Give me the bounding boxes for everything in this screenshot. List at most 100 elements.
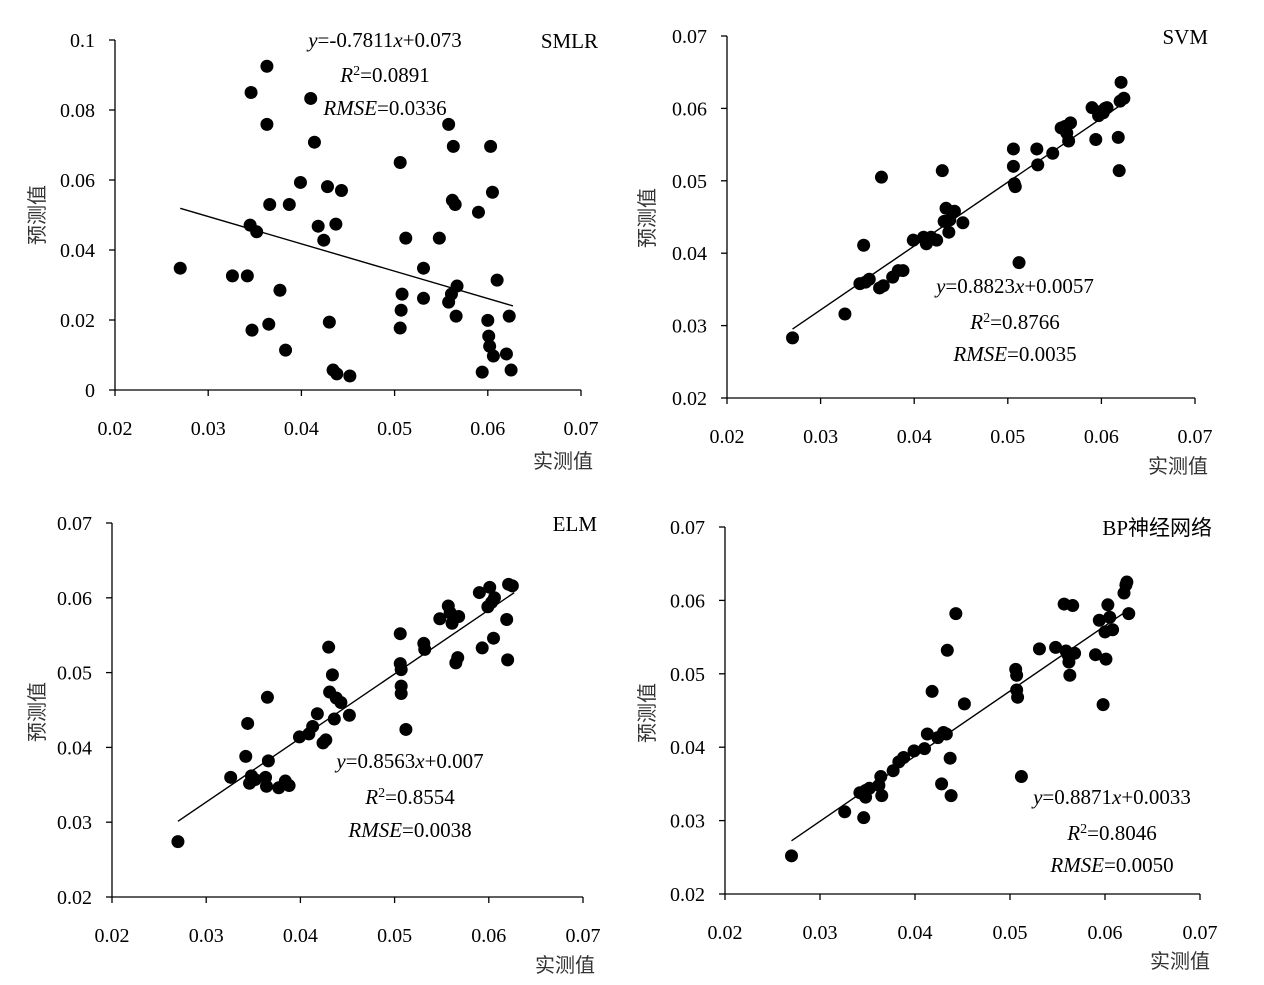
- data-point: [499, 347, 513, 361]
- data-point: [334, 184, 348, 197]
- data-point: [1092, 613, 1106, 627]
- data-point: [857, 238, 871, 252]
- data-point: [342, 708, 356, 722]
- data-point: [920, 727, 934, 741]
- y-tick-label: 0.07: [672, 26, 707, 48]
- data-point: [395, 287, 409, 301]
- x-tick-label: 0.02: [95, 925, 130, 947]
- data-point: [1012, 256, 1026, 270]
- y-tick-label: 0: [85, 380, 95, 402]
- data-point: [448, 198, 462, 211]
- y-tick-label: 0.04: [670, 737, 705, 759]
- data-point: [1030, 142, 1044, 156]
- data-point: [485, 185, 499, 199]
- x-tick-label: 0.02: [98, 418, 133, 440]
- data-point: [260, 117, 274, 131]
- x-tick-label: 0.06: [1088, 922, 1123, 944]
- trend-line: [177, 592, 515, 822]
- data-point: [1064, 116, 1078, 130]
- data-point: [241, 716, 255, 730]
- data-point: [935, 777, 949, 791]
- data-point: [1066, 599, 1080, 613]
- data-point: [907, 744, 921, 758]
- data-point: [261, 754, 275, 768]
- y-tick-label: 0.04: [57, 737, 92, 759]
- data-point: [484, 139, 498, 153]
- data-point: [471, 205, 485, 219]
- data-point: [1062, 134, 1076, 148]
- data-point: [939, 727, 953, 741]
- data-point: [876, 279, 890, 293]
- data-point: [1099, 652, 1113, 666]
- data-point: [475, 365, 489, 379]
- data-point: [940, 643, 954, 657]
- data-point: [918, 742, 931, 756]
- data-point: [1014, 770, 1028, 784]
- y-axis-label: 预测值: [25, 185, 49, 245]
- x-tick-label: 0.06: [1084, 426, 1119, 448]
- data-point: [260, 690, 274, 704]
- y-tick-label: 0.06: [670, 590, 705, 612]
- x-tick-label: 0.03: [803, 922, 838, 944]
- data-point: [416, 291, 430, 305]
- data-point: [304, 91, 318, 105]
- data-point: [1112, 164, 1126, 178]
- data-point: [896, 264, 910, 278]
- data-point: [482, 329, 496, 343]
- x-tick-label: 0.03: [803, 426, 838, 448]
- data-point: [897, 750, 911, 764]
- data-point: [1063, 668, 1077, 682]
- data-point: [416, 261, 430, 275]
- data-point: [490, 273, 504, 287]
- data-point: [1089, 133, 1103, 147]
- data-point: [293, 175, 307, 189]
- y-tick-label: 0.05: [672, 171, 707, 193]
- x-tick-label: 0.04: [283, 925, 318, 947]
- chart-panel-ELM: 0.02 0.03 0.04 0.05 0.06 0.07 0.02 0.03 0.04 0.05…: [25, 512, 601, 977]
- x-tick-label: 0.06: [470, 418, 505, 440]
- data-point: [311, 219, 325, 233]
- data-point: [262, 317, 276, 331]
- data-point: [319, 733, 333, 747]
- data-point: [504, 363, 518, 377]
- x-tick-label: 0.03: [191, 418, 226, 440]
- data-point: [1114, 75, 1128, 89]
- data-point: [487, 631, 501, 645]
- data-point: [838, 805, 852, 819]
- data-point: [263, 198, 277, 211]
- chart-title: SMLR: [541, 29, 598, 53]
- y-tick-label: 0.08: [60, 100, 95, 122]
- data-point: [418, 642, 432, 656]
- regression-equation: y=0.8563x+0.007: [334, 749, 483, 773]
- data-point: [487, 591, 501, 605]
- data-point: [475, 641, 489, 655]
- data-point: [282, 198, 296, 211]
- data-point: [1068, 646, 1082, 660]
- data-point: [862, 272, 876, 286]
- data-point: [433, 612, 447, 626]
- data-point: [1006, 142, 1020, 156]
- data-point: [327, 712, 341, 726]
- data-point: [450, 279, 464, 293]
- data-point: [282, 779, 296, 793]
- y-tick-label: 0.02: [57, 887, 92, 909]
- y-tick-label: 0.1: [70, 30, 95, 52]
- data-point: [432, 231, 446, 245]
- data-point: [1111, 130, 1125, 144]
- r-squared-label: R2=0.8766: [969, 310, 1059, 334]
- data-point: [1100, 101, 1114, 115]
- data-point: [944, 789, 958, 803]
- data-point: [1010, 668, 1024, 682]
- y-tick-label: 0.03: [672, 316, 707, 338]
- data-point: [451, 651, 465, 665]
- data-point: [956, 216, 970, 230]
- data-point: [317, 233, 331, 247]
- data-point: [943, 751, 957, 765]
- data-point: [1120, 575, 1134, 589]
- y-tick-label: 0.02: [670, 884, 705, 906]
- x-axis-label: 实测值: [535, 953, 595, 977]
- data-point: [239, 749, 253, 763]
- chart-panel-SVM: 0.02 0.03 0.04 0.05 0.06 0.07 0.02 0.03 0.04 0.05…: [635, 25, 1213, 478]
- data-point: [483, 580, 497, 594]
